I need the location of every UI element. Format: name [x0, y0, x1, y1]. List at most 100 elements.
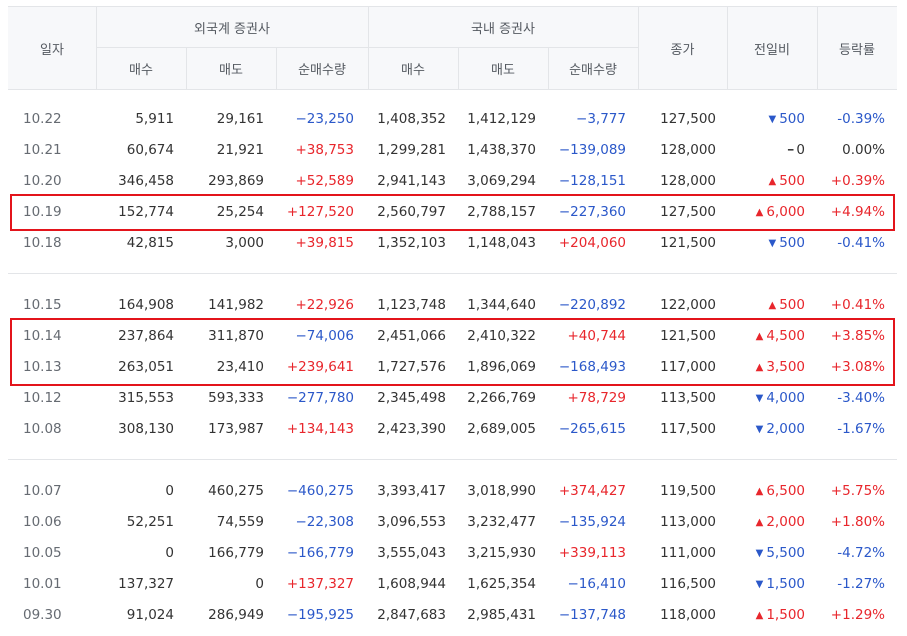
- table-row: 10.22 5,911 29,161 −23,250 1,408,352 1,412,12…: [8, 104, 897, 135]
- cell-f-buy: 308,130: [118, 421, 174, 437]
- cell-f-net: +39,815: [295, 235, 354, 251]
- triangle-up-icon: ▲: [755, 486, 764, 497]
- table-row: 10.15 164,908 141,982 +22,926 1,123,748 1,344…: [8, 290, 897, 321]
- cell-f-net: −460,275: [286, 483, 354, 499]
- cell-d-sell: 1,412,129: [467, 111, 536, 127]
- cell-rate: +3.85%: [830, 328, 885, 344]
- cell-f-net: −195,925: [286, 607, 354, 623]
- cell-f-buy: 52,251: [126, 514, 174, 530]
- cell-rate: +1.80%: [830, 514, 885, 530]
- change-value: 500: [779, 235, 805, 251]
- change-value: 2,000: [766, 514, 805, 530]
- table-row: 10.05 0 166,779 −166,779 3,555,043 3,215,930 +…: [8, 538, 897, 569]
- cell-rate: -3.40%: [837, 390, 885, 406]
- cell-d-buy: 1,299,281: [377, 142, 446, 158]
- cell-chg: ▼ 2,000: [727, 414, 805, 445]
- table-header: 일자 외국계 증권사 국내 증권사 매수 매도 순매수량 매수 매도 순매수량 …: [8, 6, 897, 90]
- cell-f-net: +134,143: [286, 421, 354, 437]
- cell-date: 10.14: [23, 328, 62, 344]
- cell-d-net: −128,151: [558, 173, 626, 189]
- cell-close: 127,500: [660, 204, 716, 220]
- cell-f-net: +127,520: [286, 204, 354, 220]
- cell-rate: +0.39%: [830, 173, 885, 189]
- highlight-box: [10, 194, 895, 231]
- cell-f-sell: 141,982: [208, 297, 264, 313]
- cell-d-buy: 2,345,498: [377, 390, 446, 406]
- cell-f-buy: 164,908: [118, 297, 174, 313]
- cell-f-sell: 74,559: [216, 514, 264, 530]
- cell-d-buy: 1,123,748: [377, 297, 446, 313]
- cell-date: 10.07: [23, 483, 62, 499]
- cell-date: 10.12: [23, 390, 62, 406]
- cell-d-sell: 1,896,069: [467, 359, 536, 375]
- cell-f-buy: 137,327: [118, 576, 174, 592]
- cell-close: 122,000: [660, 297, 716, 313]
- change-value: 500: [779, 173, 805, 189]
- cell-d-sell: 2,689,005: [467, 421, 536, 437]
- cell-close: 121,500: [660, 235, 716, 251]
- header-foreign-group: 외국계 증권사: [194, 21, 270, 37]
- triangle-down-icon: ▼: [768, 114, 777, 125]
- cell-rate: -0.41%: [837, 235, 885, 251]
- cell-f-sell: 173,987: [208, 421, 264, 437]
- cell-f-buy: 152,774: [118, 204, 174, 220]
- cell-d-net: −16,410: [567, 576, 626, 592]
- triangle-up-icon: ▲: [755, 362, 764, 373]
- change-value: 2,000: [766, 421, 805, 437]
- cell-d-net: −220,892: [558, 297, 626, 313]
- cell-rate: +4.94%: [830, 204, 885, 220]
- change-value: 500: [779, 111, 805, 127]
- change-value: 5,500: [766, 545, 805, 561]
- cell-rate: +3.08%: [830, 359, 885, 375]
- header-close: 종가: [670, 42, 695, 58]
- cell-d-net: +78,729: [567, 390, 626, 406]
- cell-f-sell: 293,869: [208, 173, 264, 189]
- cell-d-sell: 3,069,294: [467, 173, 536, 189]
- cell-d-net: −265,615: [558, 421, 626, 437]
- cell-d-sell: 1,344,640: [467, 297, 536, 313]
- cell-f-net: +52,589: [295, 173, 354, 189]
- highlight-box: [10, 318, 895, 386]
- cell-f-sell: 286,949: [208, 607, 264, 623]
- table-row: 10.18 42,815 3,000 +39,815 1,352,103 1,148,04…: [8, 228, 897, 259]
- cell-close: 127,500: [660, 111, 716, 127]
- triangle-down-icon: ▼: [755, 424, 764, 435]
- dash-icon: ━: [787, 146, 794, 156]
- cell-d-sell: 1,438,370: [467, 142, 536, 158]
- cell-d-net: −137,748: [558, 607, 626, 623]
- cell-f-buy: 91,024: [126, 607, 174, 623]
- cell-f-sell: 311,870: [208, 328, 264, 344]
- cell-f-buy: 0: [165, 483, 174, 499]
- cell-f-sell: 0: [255, 576, 264, 592]
- cell-chg: ━ 0: [727, 135, 805, 166]
- table-row: 10.07 0 460,275 −460,275 3,393,417 3,018,990 +…: [8, 476, 897, 507]
- header-rate: 등락률: [839, 42, 875, 58]
- cell-chg: ▲ 500: [727, 166, 805, 197]
- change-value: 6,500: [766, 483, 805, 499]
- cell-date: 10.06: [23, 514, 62, 530]
- cell-f-sell: 460,275: [208, 483, 264, 499]
- cell-rate: 0.00%: [842, 142, 885, 158]
- cell-date: 10.13: [23, 359, 62, 375]
- cell-chg: ▲ 2,000: [727, 507, 805, 538]
- cell-d-buy: 1,608,944: [377, 576, 446, 592]
- cell-f-buy: 346,458: [118, 173, 174, 189]
- group-divider: [8, 459, 897, 460]
- cell-d-sell: 2,410,322: [467, 328, 536, 344]
- cell-chg: ▼ 5,500: [727, 538, 805, 569]
- header-domestic-net: 순매수량: [569, 62, 617, 78]
- cell-f-sell: 166,779: [208, 545, 264, 561]
- cell-d-buy: 2,423,390: [377, 421, 446, 437]
- header-domestic-group: 국내 증권사: [471, 21, 535, 37]
- cell-f-net: −23,250: [295, 111, 354, 127]
- cell-date: 09.30: [23, 607, 62, 623]
- triangle-up-icon: ▲: [755, 610, 764, 621]
- cell-d-sell: 3,215,930: [467, 545, 536, 561]
- cell-d-sell: 1,148,043: [467, 235, 536, 251]
- cell-f-net: −166,779: [286, 545, 354, 561]
- cell-chg: ▲ 6,000: [727, 197, 805, 228]
- change-value: 3,500: [766, 359, 805, 375]
- cell-f-net: +38,753: [295, 142, 354, 158]
- cell-f-buy: 263,051: [118, 359, 174, 375]
- cell-d-net: −135,924: [558, 514, 626, 530]
